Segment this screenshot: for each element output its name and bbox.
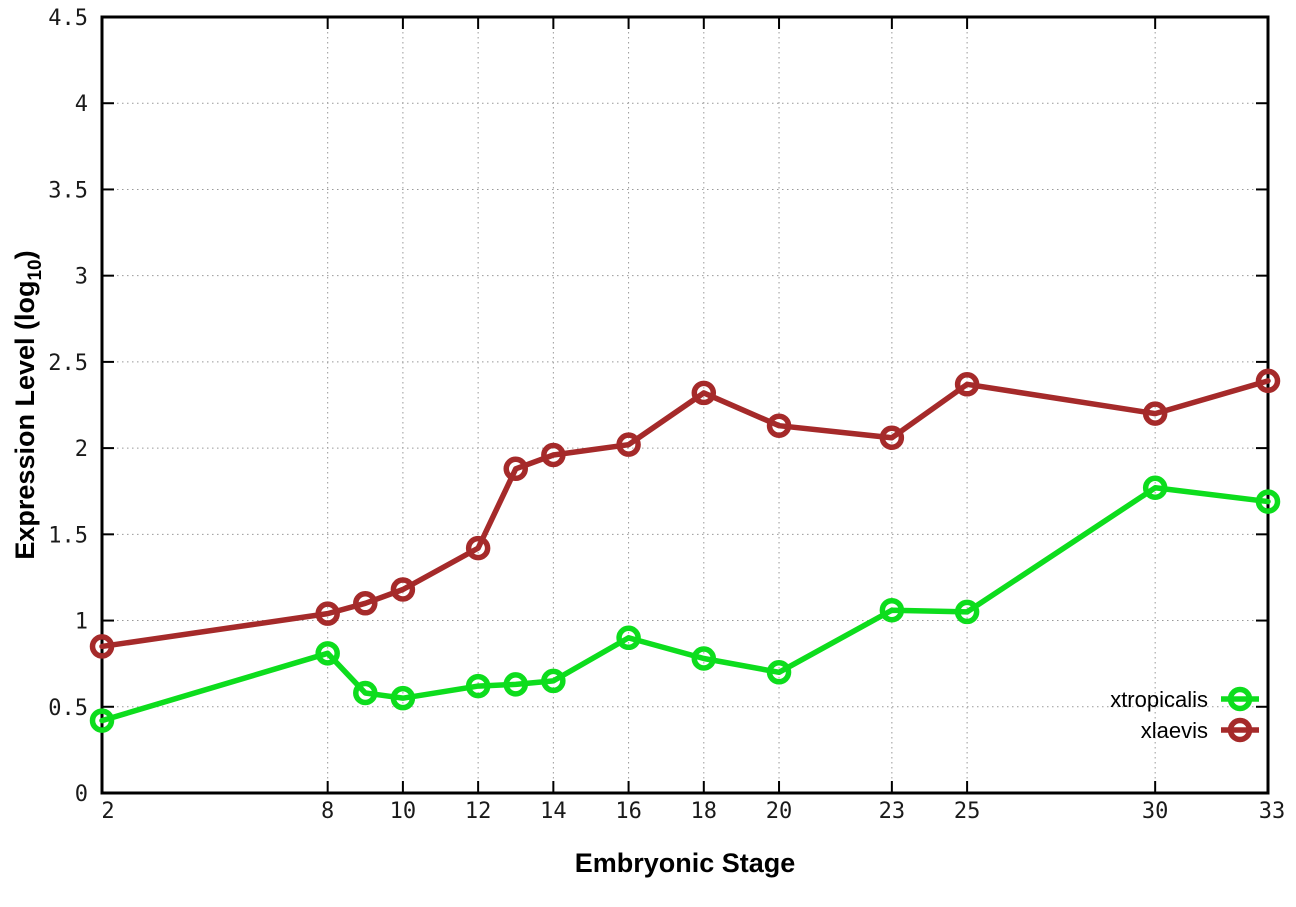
series-marker-xlaevis	[691, 380, 717, 406]
series-marker-xtropicalis	[503, 672, 528, 697]
y-tick-label: 3.5	[48, 178, 88, 203]
series-layer	[89, 368, 1281, 733]
x-tick-label: 20	[766, 799, 793, 824]
y-tick-label: 2	[75, 437, 88, 462]
y-tick-label: 2.5	[48, 351, 88, 376]
series-marker-xlaevis	[315, 601, 340, 626]
series-marker-xlaevis	[89, 634, 115, 659]
x-tick-label: 2	[101, 799, 114, 824]
legend-label-xlaevis: xlaevis	[1141, 718, 1208, 743]
series-marker-xtropicalis	[390, 685, 416, 711]
series-marker-xlaevis	[879, 425, 905, 451]
series-marker-xlaevis	[503, 456, 528, 482]
series-marker-xtropicalis	[1142, 475, 1168, 501]
x-tick-label: 33	[1259, 799, 1286, 824]
y-tick-label: 0.5	[48, 696, 88, 721]
series-marker-xtropicalis	[353, 680, 378, 706]
y-tick-label: 4.5	[48, 6, 88, 31]
series-marker-xtropicalis	[465, 673, 491, 699]
legend-item-xtropicalis: xtropicalis	[1110, 686, 1259, 712]
series-marker-xlaevis	[766, 413, 792, 438]
series-marker-xtropicalis	[954, 599, 980, 625]
y-tick-label: 3	[75, 265, 88, 290]
y-axis-title: Expression Level (log10)	[10, 250, 46, 559]
x-tick-label: 16	[615, 799, 642, 824]
series-marker-xlaevis	[353, 591, 378, 616]
tick-layer	[101, 16, 1269, 794]
legend-item-xlaevis: xlaevis	[1141, 717, 1259, 743]
series-marker-xtropicalis	[1255, 489, 1281, 514]
x-tick-label: 25	[954, 799, 981, 824]
y-tick-label: 4	[75, 92, 88, 117]
series-marker-xtropicalis	[89, 708, 115, 733]
x-tick-label: 12	[465, 799, 492, 824]
series-marker-xtropicalis	[691, 646, 717, 671]
y-axis-title-end: )	[10, 250, 40, 259]
series-line-xtropicalis	[99, 485, 1271, 724]
series-marker-xtropicalis	[315, 641, 340, 666]
x-tick-label: 14	[540, 799, 567, 824]
x-tick-label: 10	[390, 799, 417, 824]
series-marker-xtropicalis	[616, 625, 641, 651]
series-marker-xlaevis	[1142, 401, 1168, 426]
y-tick-label: 1	[75, 610, 88, 635]
tick-label-layer: 0 0.5 1 1.5 2 2.5 3 3.5 4 4.5 2 8 10 12 14 16 18 20 23 25 30…	[48, 6, 1285, 824]
plot-border	[100, 15, 1270, 795]
legend-label-xtropicalis: xtropicalis	[1110, 687, 1208, 712]
legend: xtropicalis xlaevis	[1110, 686, 1259, 743]
legend-marker-xtropicalis	[1227, 686, 1253, 712]
x-tick-label: 23	[879, 799, 906, 824]
series-marker-xlaevis	[465, 535, 491, 561]
y-tick-label: 1.5	[48, 523, 88, 548]
y-axis-title-main: Expression Level (log	[10, 281, 40, 560]
series-marker-xtropicalis	[541, 668, 566, 694]
x-tick-label: 30	[1142, 799, 1169, 824]
x-tick-label: 8	[321, 799, 334, 824]
series-marker-xlaevis	[390, 577, 416, 602]
series-marker-xtropicalis	[766, 660, 792, 685]
series-marker-xlaevis	[616, 432, 641, 457]
series-marker-xlaevis	[1255, 368, 1281, 394]
y-tick-label: 0	[75, 782, 88, 807]
series-marker-xlaevis	[954, 372, 980, 397]
legend-marker-xlaevis	[1227, 717, 1253, 743]
x-tick-label: 18	[691, 799, 718, 824]
series-line-xlaevis	[99, 378, 1271, 650]
y-axis-title-subscript: 10	[25, 259, 46, 280]
series-marker-xtropicalis	[879, 597, 905, 623]
series-marker-xlaevis	[541, 442, 566, 468]
x-axis-title: Embryonic Stage	[575, 848, 796, 878]
